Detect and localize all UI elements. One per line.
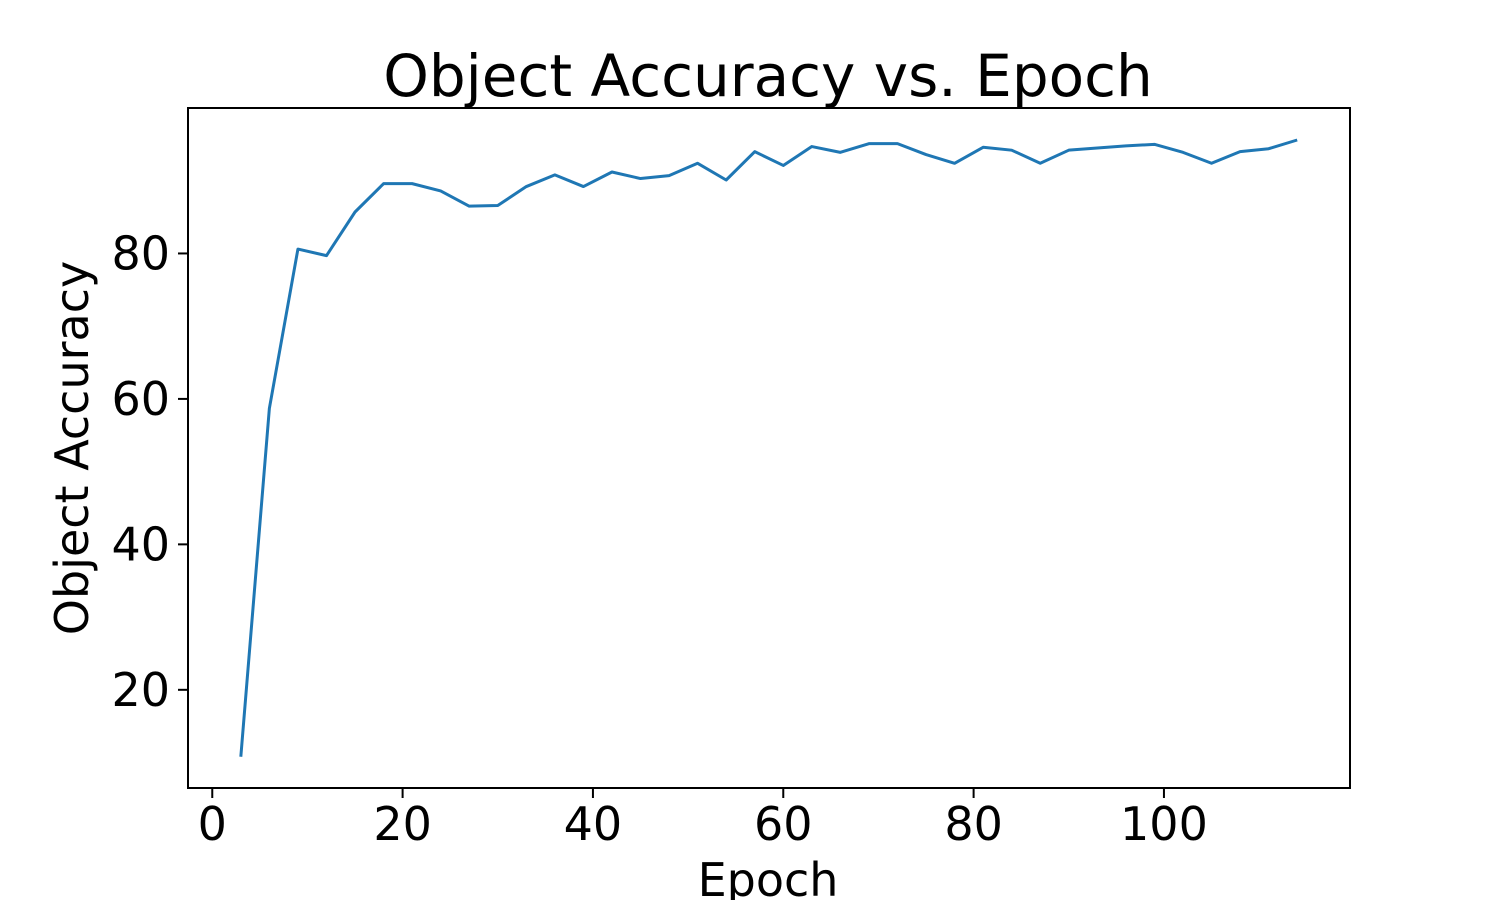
x-tick-label: 0 bbox=[198, 797, 227, 851]
y-axis-label: Object Accuracy bbox=[45, 261, 99, 635]
x-tick-label: 100 bbox=[1120, 797, 1208, 851]
x-tick-label: 60 bbox=[754, 797, 813, 851]
series-line bbox=[239, 138, 1298, 757]
x-axis: 0 20 40 60 80 100 bbox=[198, 788, 1208, 851]
plot-frame bbox=[187, 107, 1351, 789]
x-tick-label: 80 bbox=[944, 797, 1003, 851]
x-axis-label: Epoch bbox=[698, 853, 839, 900]
x-tick-label: 40 bbox=[564, 797, 623, 851]
y-tick-label: 40 bbox=[111, 517, 170, 571]
y-axis: 20 40 60 80 bbox=[111, 226, 188, 717]
y-tick-label: 20 bbox=[111, 663, 170, 717]
chart-title: Object Accuracy vs. Epoch bbox=[383, 42, 1153, 110]
x-tick-label: 20 bbox=[373, 797, 432, 851]
y-tick-label: 80 bbox=[111, 226, 170, 280]
y-tick-label: 60 bbox=[111, 372, 170, 426]
